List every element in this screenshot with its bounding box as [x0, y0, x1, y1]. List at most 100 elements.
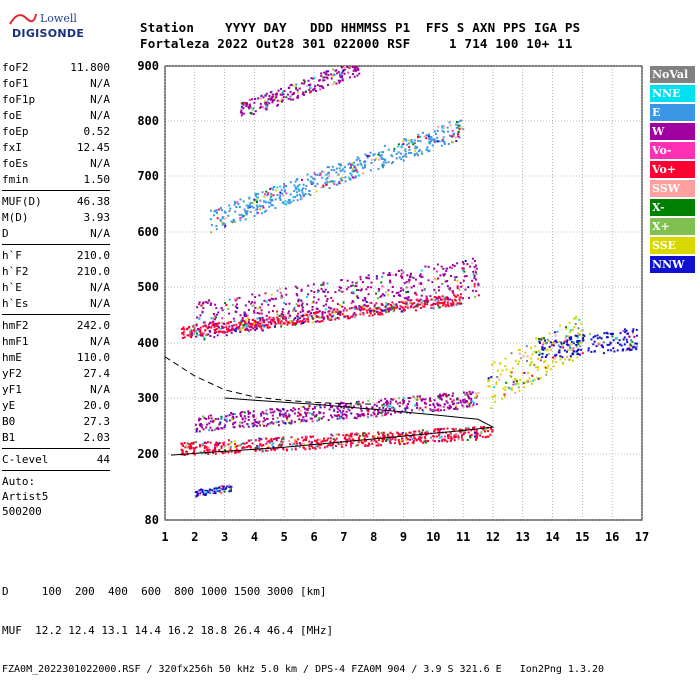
echo-point [262, 449, 265, 452]
echo-point [354, 316, 357, 319]
echo-point [350, 412, 353, 415]
echo-point [417, 139, 420, 142]
echo-point [328, 181, 331, 184]
echo-point [322, 184, 325, 187]
echo-point [360, 409, 363, 412]
echo-point [433, 435, 436, 438]
echo-point [240, 449, 243, 452]
echo-point [509, 374, 512, 377]
echo-point [196, 490, 199, 493]
echo-point [196, 316, 199, 319]
echo-point [466, 405, 469, 408]
echo-point [405, 404, 408, 407]
echo-point [259, 208, 262, 211]
echo-point [221, 216, 224, 219]
echo-point [413, 302, 416, 305]
echo-point [265, 108, 268, 111]
echo-point [238, 206, 241, 208]
echo-point [282, 408, 285, 411]
echo-point [273, 320, 276, 323]
echo-point [193, 328, 196, 331]
echo-point [284, 303, 287, 306]
echo-point [386, 403, 389, 405]
echo-point [410, 275, 413, 278]
echo-point [323, 437, 325, 440]
echo-point [428, 140, 431, 143]
echo-point [209, 492, 212, 495]
echo-point [454, 436, 457, 438]
echo-point [321, 417, 323, 420]
echo-point [309, 86, 312, 89]
echo-point [200, 304, 203, 307]
echo-point [210, 231, 213, 234]
echo-point [294, 195, 297, 198]
echo-point [311, 302, 314, 305]
echo-point [418, 150, 420, 153]
echo-point [451, 264, 454, 267]
echo-point [399, 401, 402, 404]
echo-point [214, 449, 217, 452]
echo-point [536, 376, 539, 379]
echo-point [566, 355, 568, 358]
echo-point [302, 91, 305, 94]
echo-point [389, 281, 392, 284]
echo-point [423, 401, 426, 404]
echo-point [229, 207, 232, 210]
echo-point [422, 131, 424, 134]
echo-point [202, 307, 205, 310]
echo-point [429, 295, 432, 298]
echo-point [455, 427, 457, 430]
echo-point [308, 412, 311, 415]
echo-point [457, 124, 460, 127]
echo-point [362, 167, 364, 169]
echo-point [333, 409, 336, 412]
echo-point [233, 297, 236, 300]
echo-point [312, 411, 315, 414]
echo-point [345, 410, 348, 413]
echo-point [301, 197, 304, 200]
echo-point [437, 304, 440, 307]
echo-point [409, 438, 412, 441]
echo-point [318, 79, 321, 82]
echo-point [420, 301, 423, 304]
legend-item-vo-: Vo+ [650, 161, 695, 178]
echo-point [346, 315, 349, 317]
echo-point [380, 312, 383, 315]
echo-point [249, 112, 252, 114]
echo-point [545, 366, 547, 369]
echo-point [249, 325, 252, 328]
echo-point [291, 410, 294, 413]
param-value: 210.0 [76, 265, 110, 278]
echo-point [631, 340, 634, 343]
echo-point [215, 489, 218, 492]
echo-point [282, 421, 285, 424]
echo-point [335, 69, 338, 72]
echo-point [337, 442, 340, 445]
echo-point [533, 363, 536, 366]
param-row: fmin 1.50 [2, 172, 110, 188]
echo-point [292, 318, 295, 321]
echo-point [475, 290, 478, 293]
echo-point [266, 417, 269, 420]
echo-point [338, 167, 341, 170]
echo-point [308, 440, 311, 443]
echo-point [235, 298, 238, 301]
echo-point [606, 343, 609, 346]
echo-point [425, 433, 428, 436]
echo-point [253, 303, 256, 306]
echo-point [354, 167, 357, 170]
echo-point [218, 489, 221, 492]
echo-point [286, 93, 289, 96]
echo-point [369, 151, 372, 154]
echo-point [525, 345, 528, 348]
echo-point [221, 325, 224, 328]
echo-point [258, 420, 261, 423]
echo-point [452, 291, 455, 294]
echo-point [373, 305, 376, 308]
echo-point [442, 394, 444, 397]
echo-point [246, 103, 249, 106]
echo-point [567, 349, 569, 351]
echo-point [451, 395, 454, 397]
echo-point [547, 364, 550, 367]
echo-point [364, 165, 366, 168]
